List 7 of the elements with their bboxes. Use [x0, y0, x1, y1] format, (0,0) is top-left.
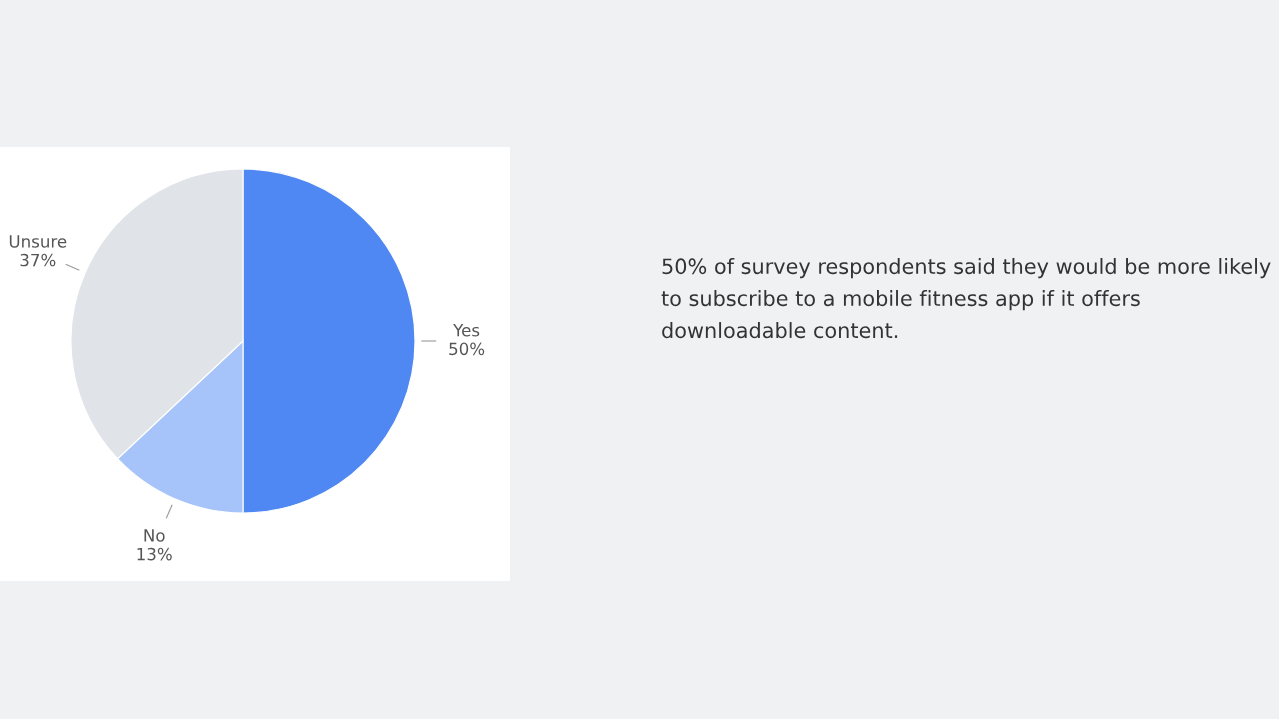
- slice-label: Unsure: [9, 235, 67, 248]
- data-label: 50%: [449, 342, 485, 356]
- slice-label: Yes: [453, 324, 480, 337]
- data-label: 37%: [20, 253, 56, 267]
- slice-label: No: [144, 529, 165, 542]
- data-label: 13%: [137, 547, 172, 561]
- text: 50% of survey respondents said they would be more likely to subscribe to a mobile fitness app if it offers downloadable content.: [661, 258, 1271, 339]
